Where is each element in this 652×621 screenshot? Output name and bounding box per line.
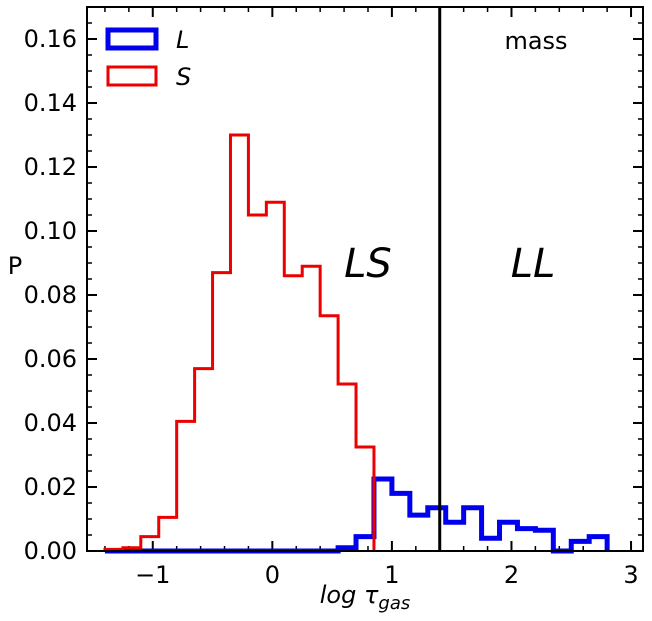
histogram-series-l bbox=[104, 476, 610, 554]
legend-swatch-l bbox=[105, 27, 159, 51]
legend-label-s: S bbox=[176, 63, 191, 91]
series-layer bbox=[103, 133, 610, 554]
y-tick-label: 0.06 bbox=[24, 345, 77, 373]
corner-label-mass: mass bbox=[504, 27, 567, 55]
y-tick-label: 0.12 bbox=[24, 153, 77, 181]
y-tick-label: 0.14 bbox=[24, 89, 77, 117]
x-tick-label: 2 bbox=[504, 561, 519, 589]
y-tick-label: 0.10 bbox=[24, 217, 77, 245]
x-tick-label: 1 bbox=[384, 561, 399, 589]
region-label-ll: LL bbox=[511, 241, 556, 287]
x-tick-label: −1 bbox=[135, 561, 170, 589]
y-tick-label: 0.08 bbox=[24, 281, 77, 309]
x-tick-label: 0 bbox=[265, 561, 280, 589]
region-label-ls: LS bbox=[344, 241, 392, 287]
plot-frame bbox=[86, 6, 644, 552]
x-axis-label: log τgas bbox=[320, 581, 411, 614]
y-tick-label: 0.02 bbox=[24, 473, 77, 501]
x-axis-label-main: log τ bbox=[320, 581, 379, 609]
tick-layer: −1 0 1 2 3 0.00 0.02 0.04 0.06 0.08 0.10 0.12 0.14 0.… bbox=[24, 6, 643, 589]
y-tick-label: 0.04 bbox=[24, 409, 77, 437]
legend: L S bbox=[105, 26, 191, 91]
y-axis-label: P bbox=[8, 252, 22, 280]
x-tick-label: 3 bbox=[623, 561, 638, 589]
legend-label-l: L bbox=[176, 26, 189, 54]
histogram-series-s bbox=[103, 133, 376, 551]
y-tick-label: 0.16 bbox=[24, 25, 77, 53]
legend-swatch-s bbox=[106, 65, 158, 87]
y-tick-label: 0.00 bbox=[24, 537, 77, 565]
x-axis-label-subscript: gas bbox=[378, 593, 410, 614]
